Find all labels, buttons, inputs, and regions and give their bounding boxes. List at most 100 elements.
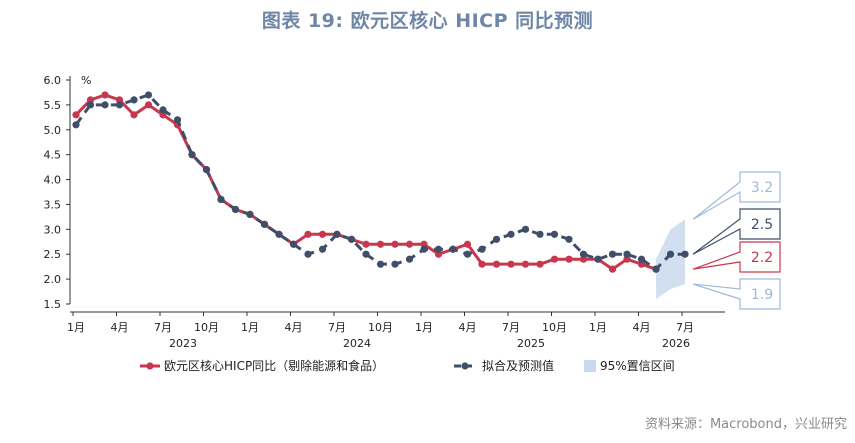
data-point-fitted <box>144 91 153 99</box>
data-point-core-hicp <box>434 250 443 258</box>
data-point-fitted <box>550 230 559 238</box>
y-tick-label: 3.0 <box>44 223 62 236</box>
data-point-fitted <box>492 235 501 243</box>
data-point-fitted <box>318 245 327 253</box>
data-point-fitted <box>115 101 124 109</box>
data-point-fitted <box>536 230 544 238</box>
data-point-core-hicp <box>304 230 312 238</box>
y-tick-label: 2.0 <box>44 273 62 286</box>
data-point-fitted <box>275 230 283 238</box>
data-point-fitted <box>405 255 414 263</box>
data-point-core-hicp <box>478 260 486 268</box>
callout-box <box>692 241 781 273</box>
data-point-fitted <box>478 245 486 253</box>
data-point-core-hicp <box>159 111 167 119</box>
data-point-fitted <box>637 255 646 263</box>
data-point-core-hicp <box>362 240 370 248</box>
data-point-fitted <box>521 225 530 233</box>
x-tick-label: 4月 <box>285 321 303 334</box>
data-point-core-hicp <box>565 255 573 263</box>
data-point-fitted <box>391 260 399 268</box>
data-point-core-hicp <box>86 96 95 104</box>
data-point-fitted <box>681 250 689 258</box>
callout-label: 3.2 <box>751 180 773 196</box>
data-point-core-hicp <box>144 101 153 109</box>
data-point-fitted <box>623 250 631 258</box>
confidence-band <box>656 219 685 300</box>
data-point-fitted <box>173 116 182 124</box>
data-point-core-hicp <box>420 240 428 248</box>
data-point-core-hicp <box>391 240 399 248</box>
x-tick-label: 10月 <box>194 321 219 334</box>
legend-label-band: 95%置信区间 <box>600 359 675 373</box>
legend-marker-core-hicp <box>146 362 154 370</box>
x-tick-label: 7月 <box>676 321 694 334</box>
data-point-fitted <box>260 220 269 228</box>
data-point-core-hicp <box>550 255 559 263</box>
data-point-fitted <box>86 101 95 109</box>
data-point-core-hicp <box>101 91 109 99</box>
data-point-core-hicp <box>637 260 646 268</box>
data-point-fitted <box>594 255 602 263</box>
callout-box <box>692 278 781 310</box>
legend-swatch-band <box>584 360 596 372</box>
x-tick-label: 10月 <box>368 321 393 334</box>
data-point-core-hicp <box>130 111 138 119</box>
data-point-fitted <box>463 250 472 258</box>
x-tick-label: 1月 <box>589 321 607 334</box>
data-point-fitted <box>101 101 109 109</box>
data-point-fitted <box>652 265 660 273</box>
x-year-label: 2024 <box>343 337 371 350</box>
data-point-fitted <box>188 151 196 159</box>
y-tick-label: 2.5 <box>44 248 62 261</box>
legend-label-fitted: 拟合及预测值 <box>482 358 554 373</box>
x-tick-label: 1月 <box>241 321 259 334</box>
data-point-core-hicp <box>536 260 544 268</box>
y-tick-label: 4.0 <box>44 174 62 187</box>
y-tick-label: 4.5 <box>44 149 62 162</box>
data-point-fitted <box>231 205 240 214</box>
y-tick-label: 5.0 <box>44 124 62 137</box>
data-point-core-hicp <box>579 255 588 263</box>
x-tick-label: 10月 <box>542 321 567 334</box>
x-tick-label: 7月 <box>502 321 520 334</box>
data-point-core-hicp <box>376 240 385 248</box>
data-point-core-hicp <box>521 260 530 268</box>
x-tick-label: 7月 <box>154 321 172 334</box>
data-point-fitted <box>362 250 370 258</box>
callout-label: 1.9 <box>751 287 773 303</box>
y-tick-label: 5.5 <box>44 99 62 112</box>
data-point-fitted <box>202 166 211 174</box>
data-point-core-hicp <box>492 260 501 268</box>
y-unit-label: % <box>81 74 91 87</box>
x-tick-label: 4月 <box>633 321 651 334</box>
legend-marker-fitted <box>461 362 469 370</box>
callout-label: 2.2 <box>751 250 773 266</box>
data-point-fitted <box>666 250 675 258</box>
x-tick-label: 4月 <box>459 321 477 334</box>
data-point-fitted <box>246 210 254 218</box>
y-tick-label: 6.0 <box>44 74 62 87</box>
x-year-label: 2026 <box>662 337 690 350</box>
x-year-label: 2025 <box>517 337 545 350</box>
data-point-fitted <box>434 245 443 253</box>
data-point-core-hicp <box>507 260 515 268</box>
data-point-fitted <box>420 245 428 253</box>
data-point-fitted <box>608 250 617 258</box>
data-point-fitted <box>72 121 80 129</box>
data-point-fitted <box>159 106 167 114</box>
x-year-label: 2023 <box>169 337 197 350</box>
x-tick-label: 7月 <box>328 321 346 334</box>
x-tick-label: 1月 <box>415 321 433 334</box>
y-tick-label: 3.5 <box>44 198 62 211</box>
data-point-core-hicp <box>405 240 414 248</box>
y-tick-label: 1.5 <box>44 298 62 311</box>
data-point-fitted <box>376 260 385 268</box>
data-point-core-hicp <box>623 255 631 263</box>
data-point-core-hicp <box>72 111 80 119</box>
chart-title: 图表 19: 欧元区核心 HICP 同比预测 <box>261 10 594 32</box>
data-point-fitted <box>289 240 298 248</box>
data-point-fitted <box>347 235 356 243</box>
data-point-fitted <box>507 230 515 238</box>
data-point-fitted <box>579 250 588 258</box>
